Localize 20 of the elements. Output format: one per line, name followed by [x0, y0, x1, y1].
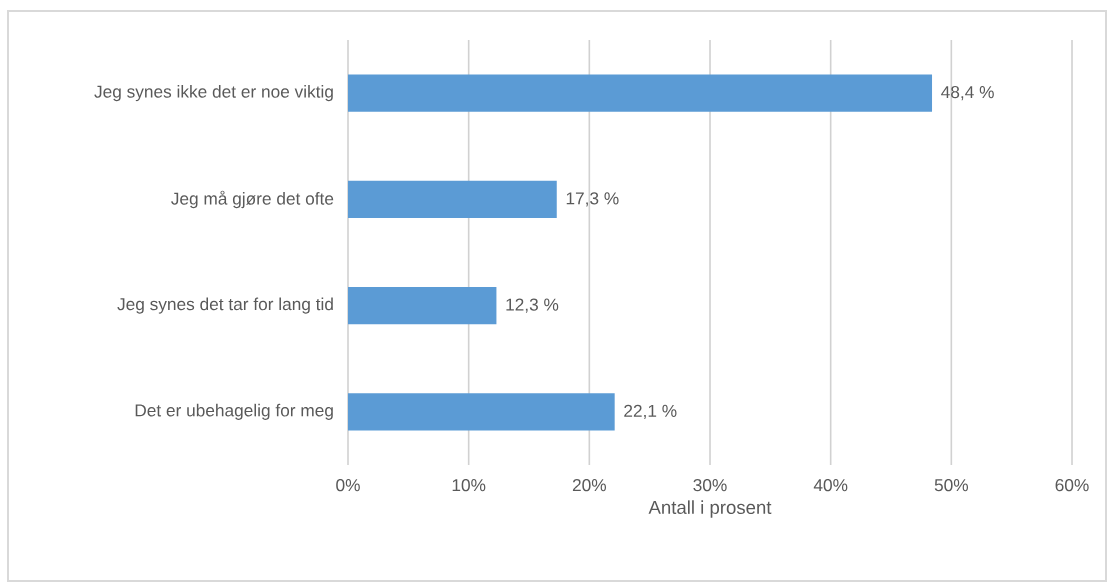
- x-tick-label: 30%: [693, 479, 727, 492]
- bar: [348, 180, 557, 218]
- bar: [348, 393, 615, 431]
- x-tick-label: 50%: [934, 479, 969, 492]
- y-tick-label: Jeg må gjøre det ofte: [171, 190, 334, 209]
- bar: [348, 74, 933, 112]
- x-tick-label: 20%: [572, 479, 607, 492]
- x-tick-label: 60%: [1055, 479, 1089, 492]
- y-tick-label: Det er ubehagelig for meg: [135, 403, 333, 420]
- x-tick-label: 0%: [336, 479, 360, 492]
- x-axis-title: Antall i prosent: [648, 500, 772, 518]
- data-label: 22,1 %: [624, 404, 677, 420]
- y-tick-label: Jeg synes ikke det er noe viktig: [94, 85, 333, 102]
- y-tick-label: Jeg synes det tar for lang tid: [117, 297, 333, 314]
- x-tick-label: 10%: [452, 479, 486, 492]
- bar: [348, 287, 497, 325]
- data-label: 12,3 %: [506, 298, 559, 313]
- x-tick-label: 40%: [813, 479, 848, 492]
- data-label: 17,3 %: [566, 192, 619, 207]
- data-label: 48,4 %: [941, 85, 994, 101]
